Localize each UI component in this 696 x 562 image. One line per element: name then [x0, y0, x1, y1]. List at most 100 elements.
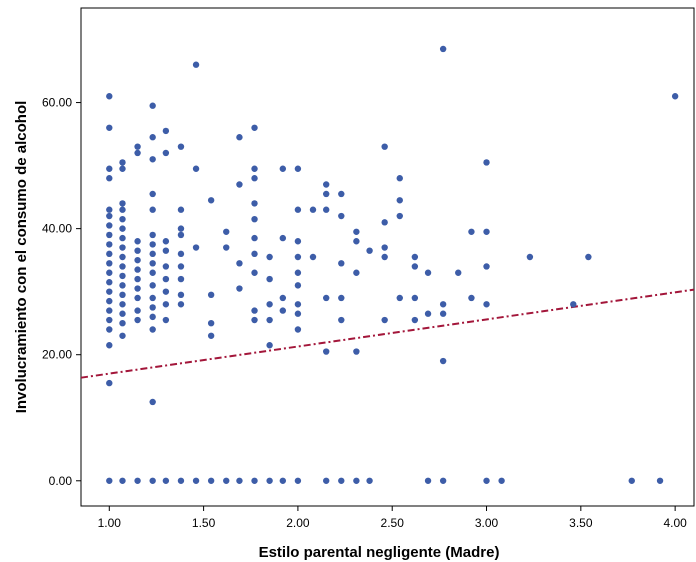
- data-point: [279, 294, 287, 302]
- data-point: [251, 307, 258, 314]
- data-point: [192, 61, 200, 68]
- data-point: [134, 143, 141, 150]
- data-point: [294, 238, 302, 245]
- data-point: [266, 253, 273, 261]
- data-point: [483, 263, 490, 270]
- x-tick-label: 1.00: [98, 516, 122, 530]
- data-point: [119, 282, 126, 289]
- data-point: [106, 260, 113, 267]
- data-point: [251, 200, 258, 207]
- data-point: [396, 212, 403, 220]
- data-point: [294, 301, 302, 308]
- data-point: [162, 316, 170, 324]
- data-point: [279, 477, 287, 484]
- data-point: [149, 250, 156, 258]
- data-point: [134, 316, 141, 324]
- data-point: [294, 326, 302, 333]
- data-point: [192, 244, 200, 251]
- data-point: [323, 206, 330, 213]
- data-point: [162, 238, 170, 245]
- data-point: [251, 250, 258, 258]
- data-point: [162, 247, 170, 254]
- data-point: [236, 181, 243, 188]
- data-point: [134, 275, 141, 283]
- data-point: [353, 477, 360, 484]
- data-point: [177, 301, 185, 308]
- data-point: [366, 247, 373, 254]
- data-point: [223, 477, 230, 484]
- data-point: [223, 228, 230, 235]
- data-point: [106, 326, 113, 333]
- data-point: [119, 165, 126, 172]
- fit-line-layer: [80, 288, 695, 379]
- data-point: [119, 310, 126, 317]
- data-point: [323, 294, 330, 302]
- data-point: [134, 247, 141, 254]
- data-point: [177, 206, 185, 213]
- y-axis-ticks: 0.00 20.00 40.00 60.00: [42, 96, 81, 488]
- data-point: [149, 477, 156, 484]
- data-point: [177, 263, 185, 270]
- data-point: [177, 250, 185, 258]
- data-point: [251, 175, 258, 182]
- data-point: [468, 294, 475, 302]
- data-point: [177, 143, 185, 150]
- data-point: [149, 269, 156, 276]
- data-point: [323, 181, 330, 188]
- data-point: [177, 291, 185, 299]
- data-point: [279, 307, 287, 314]
- data-point: [671, 93, 679, 100]
- data-point: [468, 228, 475, 235]
- data-point: [353, 228, 360, 235]
- data-point: [498, 477, 505, 484]
- data-point: [526, 253, 534, 261]
- data-point: [106, 206, 113, 213]
- data-point: [177, 231, 185, 239]
- data-point: [149, 398, 156, 406]
- data-point: [309, 206, 317, 213]
- data-point: [162, 275, 170, 283]
- data-point: [119, 253, 126, 261]
- data-point: [119, 332, 126, 339]
- data-point: [396, 175, 403, 182]
- data-point: [338, 260, 345, 267]
- data-point: [119, 244, 126, 251]
- data-point: [483, 159, 490, 166]
- data-point: [251, 269, 258, 276]
- data-point: [439, 357, 447, 365]
- data-point: [266, 477, 273, 484]
- data-point: [353, 269, 360, 276]
- data-point: [149, 102, 156, 109]
- data-point: [119, 225, 126, 232]
- data-point: [106, 477, 113, 484]
- data-point: [338, 294, 345, 302]
- data-point: [266, 342, 273, 349]
- data-point: [106, 307, 113, 314]
- data-point: [396, 294, 403, 302]
- data-point: [106, 165, 113, 172]
- data-point: [106, 279, 113, 286]
- data-point: [570, 301, 577, 308]
- data-point: [149, 156, 156, 163]
- data-point: [119, 200, 126, 207]
- data-point: [439, 301, 447, 308]
- data-point: [177, 225, 185, 232]
- data-point: [411, 294, 419, 302]
- data-point: [628, 477, 635, 484]
- data-point: [396, 197, 403, 204]
- data-point: [455, 269, 462, 276]
- data-point: [223, 244, 230, 251]
- data-point: [149, 134, 156, 141]
- data-point: [149, 190, 156, 198]
- data-point: [483, 228, 490, 235]
- data-point: [207, 477, 215, 484]
- data-point: [149, 326, 156, 333]
- data-point: [149, 282, 156, 289]
- data-point: [119, 301, 126, 308]
- data-point: [424, 269, 432, 276]
- data-point: [424, 477, 432, 484]
- data-point: [236, 134, 243, 141]
- data-point: [207, 197, 215, 204]
- data-point: [119, 234, 126, 242]
